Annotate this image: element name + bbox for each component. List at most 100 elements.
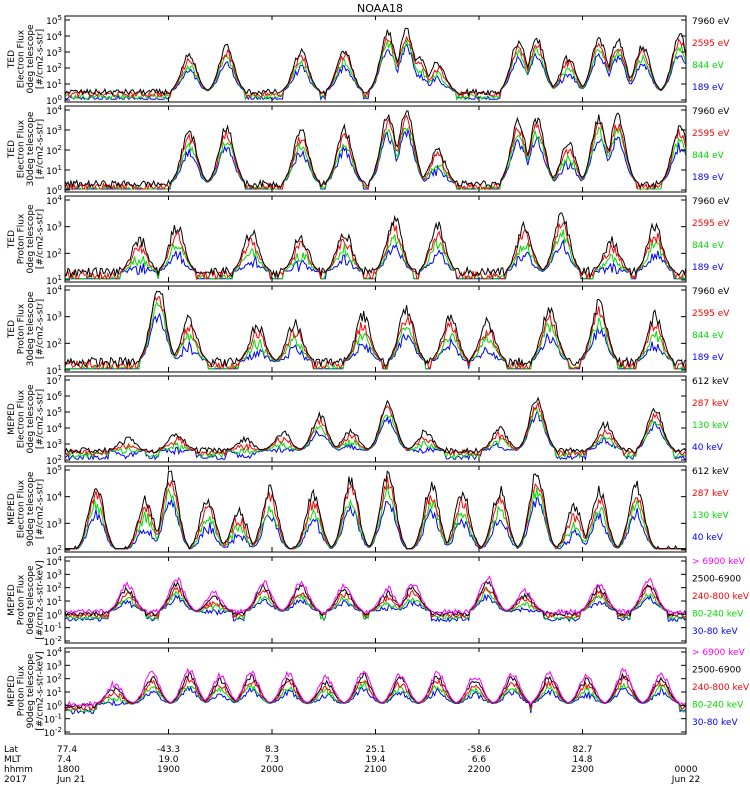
time-cell-hhmm: 2100 bbox=[364, 765, 387, 775]
legend-entry: 240-800 keV bbox=[692, 592, 750, 602]
legend-entry: 7960 eV bbox=[692, 107, 730, 117]
legend-entry: 844 eV bbox=[692, 61, 725, 71]
time-cell-hhmm: 1800 bbox=[57, 765, 80, 775]
time-cell-hhmm: 0000 bbox=[675, 765, 698, 775]
legend-entry: 2595 eV bbox=[692, 39, 730, 49]
y-tick-label: 101 bbox=[46, 78, 62, 91]
time-row-label: 2017 bbox=[4, 775, 27, 785]
series-line-2595-ev bbox=[64, 35, 687, 99]
legend-entry: 844 eV bbox=[692, 241, 725, 251]
y-tick-label: 100 bbox=[46, 94, 62, 107]
legend-entry: 287 keV bbox=[692, 489, 729, 499]
y-axis-label: TEDElectron Flux30deg telescope[#/cm2-s-… bbox=[7, 111, 46, 186]
y-tick-label: 102 bbox=[46, 247, 62, 260]
y-axis-label: MEPEDElectron Flux0deg telescope[#/cm2-s… bbox=[7, 384, 46, 454]
y-tick-label: 103 bbox=[46, 517, 62, 530]
y-tick-label: 107 bbox=[46, 374, 62, 387]
series-line-130-kev bbox=[65, 485, 686, 550]
legend-entry: 130 keV bbox=[692, 511, 729, 521]
y-tick-label: 105 bbox=[46, 406, 62, 419]
series-line-2595-ev bbox=[64, 220, 687, 281]
y-tick-label: 10-2 bbox=[44, 726, 62, 739]
y-tick-label: 104 bbox=[46, 422, 62, 435]
series-line-2595-ev bbox=[64, 114, 687, 191]
series-line-30-80-kev bbox=[64, 685, 687, 715]
y-tick-label: 101 bbox=[46, 364, 62, 377]
y-axis-label: TEDElectron Flux0deg telescope[#/cm2-s-s… bbox=[7, 24, 46, 94]
legend-entry: 844 eV bbox=[692, 331, 725, 341]
y-tick-label: 101 bbox=[46, 595, 62, 608]
legend-entry: 2500-6900 bbox=[692, 666, 741, 676]
legend-entry: 40 keV bbox=[692, 533, 724, 543]
time-cell-lat: 82.7 bbox=[572, 745, 592, 755]
panel-1-traces bbox=[64, 27, 687, 101]
legend-entry: 189 eV bbox=[692, 263, 725, 273]
legend-entry: 2595 eV bbox=[692, 219, 730, 229]
time-cell-mlt: 7.3 bbox=[265, 755, 279, 765]
series-line-844-ev bbox=[64, 125, 687, 191]
panel-7-traces bbox=[64, 575, 687, 623]
y-tick-label: 102 bbox=[46, 673, 62, 686]
y-tick-label: 103 bbox=[46, 311, 62, 324]
legend-entry: 612 keV bbox=[692, 377, 729, 387]
time-cell-mlt: 19.4 bbox=[365, 755, 385, 765]
panel-6-traces bbox=[65, 470, 686, 550]
y-tick-label: 102 bbox=[46, 582, 62, 595]
time-cell-lat: -58.6 bbox=[467, 745, 491, 755]
y-tick-label: 101 bbox=[46, 686, 62, 699]
time-cell-lat: 25.1 bbox=[365, 745, 385, 755]
y-axis-label: MEPEDElectron Flux90deg telescope[#/cm2-… bbox=[7, 471, 46, 546]
chart-title: NOAA18 bbox=[357, 2, 403, 15]
y-tick-label: 103 bbox=[46, 438, 62, 451]
series-line-7960-ev bbox=[64, 290, 687, 369]
legend-entry: 287 keV bbox=[692, 399, 729, 409]
y-tick-label: 102 bbox=[46, 544, 62, 557]
legend-entry: > 6900 keV bbox=[692, 648, 746, 658]
series-line-287-kev bbox=[64, 402, 687, 457]
y-tick-label: 105 bbox=[46, 14, 62, 27]
legend-entry: 7960 eV bbox=[692, 197, 730, 207]
y-axis-label: MEPEDProton Flux90deg telescope[#/cm2-s-… bbox=[7, 651, 46, 730]
time-cell-mlt: 19.0 bbox=[158, 755, 178, 765]
legend-entry: > 6900 keV bbox=[692, 557, 746, 567]
series-line-612-kev bbox=[65, 470, 686, 550]
y-tick-label: 104 bbox=[46, 646, 62, 659]
time-cell-hhmm: 2300 bbox=[571, 765, 594, 775]
y-tick-label: 105 bbox=[46, 464, 62, 477]
series-line--6900-kev bbox=[64, 575, 687, 616]
time-cell-hhmm: 2200 bbox=[468, 765, 491, 775]
y-tick-label: 102 bbox=[46, 454, 62, 467]
time-cell-lat: 8.3 bbox=[265, 745, 279, 755]
series-line-240-800-kev bbox=[64, 675, 687, 711]
y-tick-label: 106 bbox=[46, 390, 62, 403]
series-line-7960-ev bbox=[64, 212, 687, 279]
y-tick-label: 102 bbox=[46, 144, 62, 157]
series-line-2500-6900 bbox=[64, 580, 687, 618]
y-tick-label: 104 bbox=[46, 30, 62, 43]
y-axis-label: MEPEDProton Flux0deg telescope[#/cm2-s-s… bbox=[7, 560, 46, 639]
panel-5-traces bbox=[64, 396, 687, 461]
y-tick-label: 10-1 bbox=[44, 713, 62, 726]
legend-entry: 80-240 keV bbox=[692, 701, 744, 711]
y-tick-label: 100 bbox=[46, 608, 62, 621]
series-line-612-kev bbox=[64, 396, 687, 455]
time-cell-date: Jun 21 bbox=[56, 775, 85, 785]
y-tick-label: 100 bbox=[46, 184, 62, 197]
panel-4-traces bbox=[64, 290, 687, 371]
time-cell-lat: 77.4 bbox=[57, 745, 77, 755]
y-tick-label: 10-2 bbox=[44, 635, 62, 648]
y-tick-label: 101 bbox=[46, 164, 62, 177]
y-tick-label: 103 bbox=[46, 568, 62, 581]
time-cell-hhmm: 1900 bbox=[157, 765, 180, 775]
legend-entry: 30-80 keV bbox=[692, 627, 738, 637]
series-line-844-ev bbox=[64, 39, 687, 101]
series-line-7960-ev bbox=[64, 27, 687, 97]
y-tick-label: 104 bbox=[46, 194, 62, 207]
y-tick-label: 104 bbox=[46, 491, 62, 504]
